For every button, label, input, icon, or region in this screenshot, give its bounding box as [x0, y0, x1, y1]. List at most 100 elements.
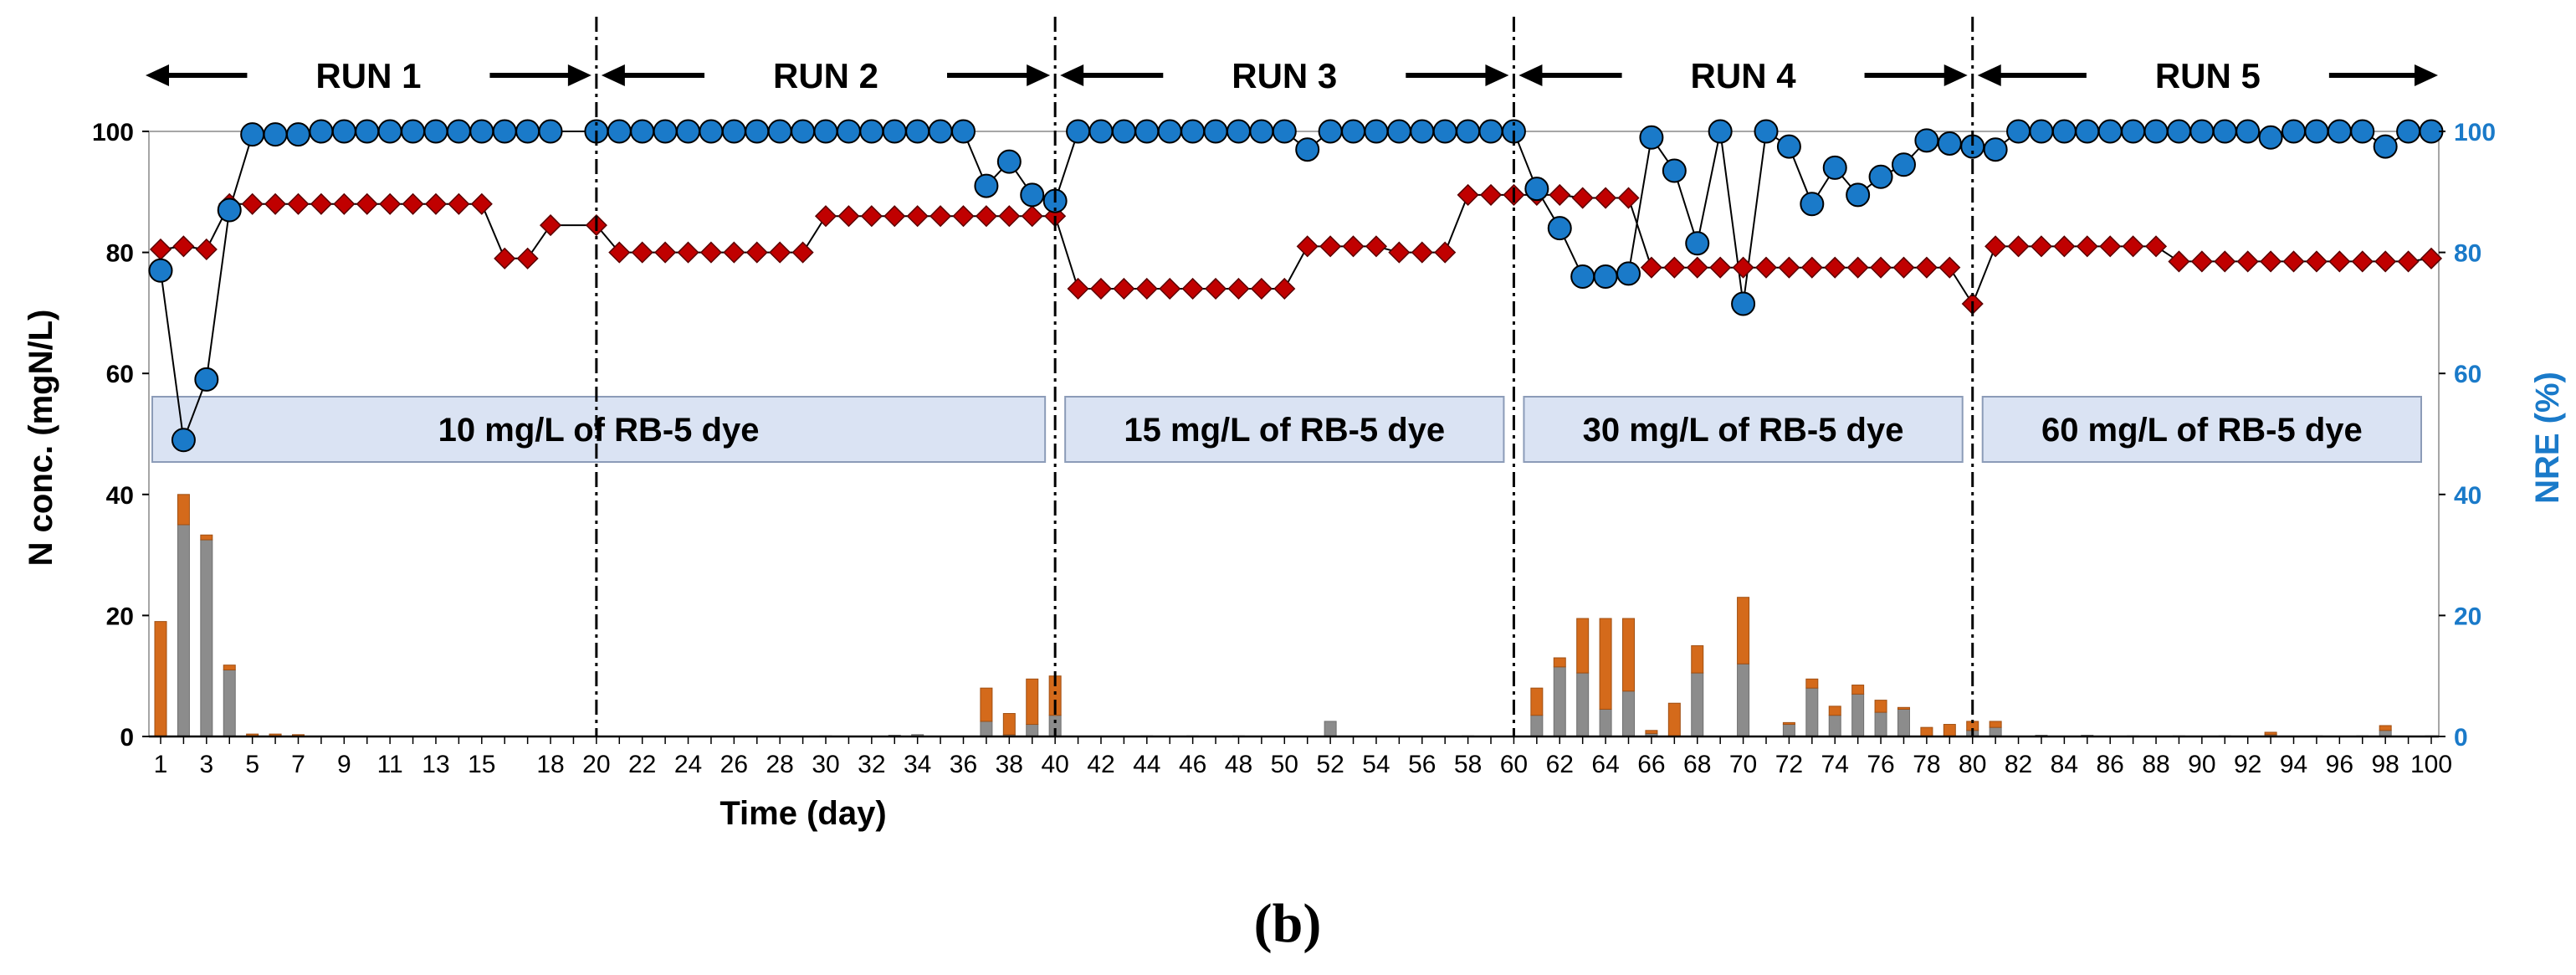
influent-point	[379, 192, 402, 215]
x-tick-label: 76	[1867, 751, 1894, 778]
influent-point	[2007, 235, 2030, 258]
nre-point	[1616, 261, 1641, 286]
condition-box	[1523, 396, 1964, 463]
run-label: RUN 4	[1691, 56, 1797, 95]
nre-point	[607, 119, 632, 144]
influent-point	[1342, 235, 1365, 258]
x-tick-label: 60	[1500, 751, 1528, 778]
x-tick-label: 78	[1913, 751, 1940, 778]
influent-point	[1617, 187, 1640, 209]
effluent-bar-orange	[1622, 618, 1636, 692]
x-tick-label: 20	[582, 751, 610, 778]
influent-point	[1663, 256, 1686, 279]
influent-point	[1479, 183, 1503, 206]
influent-point	[2144, 235, 2168, 258]
effluent-bar-gray	[1782, 724, 1795, 737]
nre-point	[515, 119, 540, 144]
influent-point	[2122, 235, 2144, 258]
effluent-bar-gray	[1324, 721, 1337, 737]
influent-point	[1709, 256, 1732, 279]
influent-point	[906, 205, 929, 228]
x-tick-label: 3	[199, 751, 213, 778]
influent-point	[883, 205, 906, 228]
effluent-bar-orange	[1553, 657, 1566, 668]
nre-point	[401, 119, 426, 144]
condition-boxes: 10 mg/L of RB-5 dye 15 mg/L of RB-5 dye 30…	[151, 396, 2423, 463]
influent-point	[1824, 256, 1846, 279]
nre-point	[2189, 119, 2215, 144]
x-tick-label: 66	[1637, 751, 1665, 778]
influent-point	[860, 205, 883, 228]
x-tick-label: 7	[291, 751, 305, 778]
nre-point	[1180, 119, 1206, 144]
y-left-tick-label: 0	[120, 724, 134, 752]
effluent-bar-orange	[1737, 597, 1750, 665]
x-tick-label: 52	[1316, 751, 1344, 778]
nre-point	[446, 119, 471, 144]
nre-point	[2282, 119, 2307, 144]
x-tick-label: 28	[766, 751, 793, 778]
run-boundaries	[595, 17, 1974, 736]
x-tick-label: 40	[1041, 751, 1068, 778]
x-tick-label: 42	[1087, 751, 1114, 778]
x-tick-label: 1	[154, 751, 168, 778]
influent-point	[470, 192, 493, 215]
nre-point	[1846, 182, 1871, 208]
influent-point	[516, 247, 539, 269]
x-tick-label: 48	[1225, 751, 1252, 778]
influent-point	[1227, 277, 1250, 300]
effluent-bar-orange	[177, 494, 190, 526]
influent-point	[1915, 256, 1938, 279]
influent-point	[241, 192, 264, 215]
influent-point	[699, 241, 723, 264]
nre-point	[676, 119, 701, 144]
influent-point	[1365, 235, 1388, 258]
nre-point	[1914, 128, 1939, 153]
effluent-bar-orange	[1897, 706, 1910, 710]
x-tick-label: 70	[1729, 751, 1757, 778]
effluent-bar-gray	[1828, 715, 1841, 737]
x-tick-label: 62	[1546, 751, 1574, 778]
nre-point	[1318, 119, 1343, 144]
nre-point	[1386, 119, 1411, 144]
influent-point	[1640, 256, 1662, 279]
condition-box	[151, 396, 1047, 463]
nre-point	[2235, 119, 2261, 144]
influent-point	[1067, 277, 1089, 300]
effluent-bar-gray	[1576, 672, 1590, 737]
nre-point	[928, 119, 953, 144]
nre-point	[240, 122, 265, 147]
nre-point	[1524, 177, 1549, 202]
y-axis-right-title: NRE (%)	[2529, 372, 2566, 504]
x-tick-label: 92	[2234, 751, 2261, 778]
influent-point	[539, 214, 562, 237]
y-axis-left-title: N conc. (mgN/L)	[23, 310, 59, 567]
influent-point	[2076, 235, 2098, 258]
x-tick-label: 96	[2326, 751, 2353, 778]
influent-point	[1181, 277, 1204, 300]
x-tick-label: 24	[674, 751, 702, 778]
nre-point	[285, 122, 310, 147]
influent-point	[1892, 256, 1915, 279]
nre-point	[1432, 119, 1457, 144]
nre-point	[492, 119, 517, 144]
effluent-bar-orange	[1805, 678, 1819, 689]
influent-point	[2190, 250, 2213, 273]
effluent-bar-orange	[1667, 702, 1681, 737]
effluent-bar-gray	[177, 524, 190, 737]
effluent-bar-orange	[1691, 645, 1704, 674]
effluent-bar-gray	[1805, 687, 1819, 737]
y-right-tick-label: 40	[2454, 482, 2481, 510]
nre-point	[2396, 119, 2421, 144]
effluent-bar-gray	[223, 669, 236, 737]
nre-point	[2075, 119, 2100, 144]
x-tick-label: 30	[812, 751, 839, 778]
nre-point	[2212, 119, 2237, 144]
nre-point	[1111, 119, 1136, 144]
x-tick-label: 72	[1775, 751, 1803, 778]
run-label: RUN 2	[773, 56, 878, 95]
effluent-bar-gray	[1026, 724, 1039, 737]
effluent-bar-orange	[2379, 725, 2392, 731]
influent-point	[791, 241, 814, 264]
run-arrow-head-left	[1977, 64, 2001, 86]
